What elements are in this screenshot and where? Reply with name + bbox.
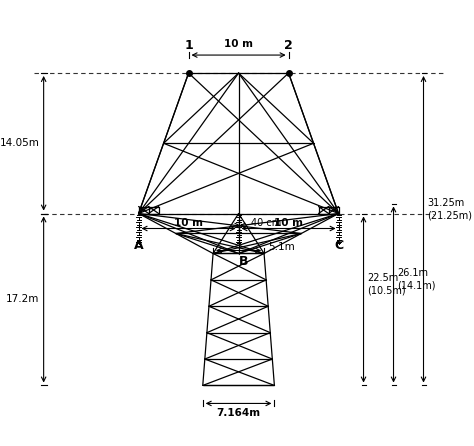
Text: 5.1m: 5.1m [268, 243, 295, 252]
Text: 40 cm: 40 cm [251, 218, 281, 227]
Text: 10 m: 10 m [274, 218, 303, 228]
Text: 31.25m
(21.25m): 31.25m (21.25m) [428, 198, 473, 220]
Text: 14.05m: 14.05m [0, 138, 40, 148]
Text: 17.2m: 17.2m [6, 294, 40, 305]
Text: 7.164m: 7.164m [217, 409, 261, 418]
Text: 26.1m
(14.1m): 26.1m (14.1m) [398, 268, 436, 291]
Text: B: B [239, 255, 248, 268]
Text: 10 m: 10 m [174, 218, 203, 228]
Text: 2: 2 [284, 38, 293, 52]
Text: 10 m: 10 m [224, 39, 253, 49]
Text: A: A [134, 239, 144, 252]
Text: 1: 1 [184, 38, 193, 52]
Text: 22.5m
(10.5m): 22.5m (10.5m) [367, 273, 406, 296]
Text: C: C [334, 239, 343, 252]
